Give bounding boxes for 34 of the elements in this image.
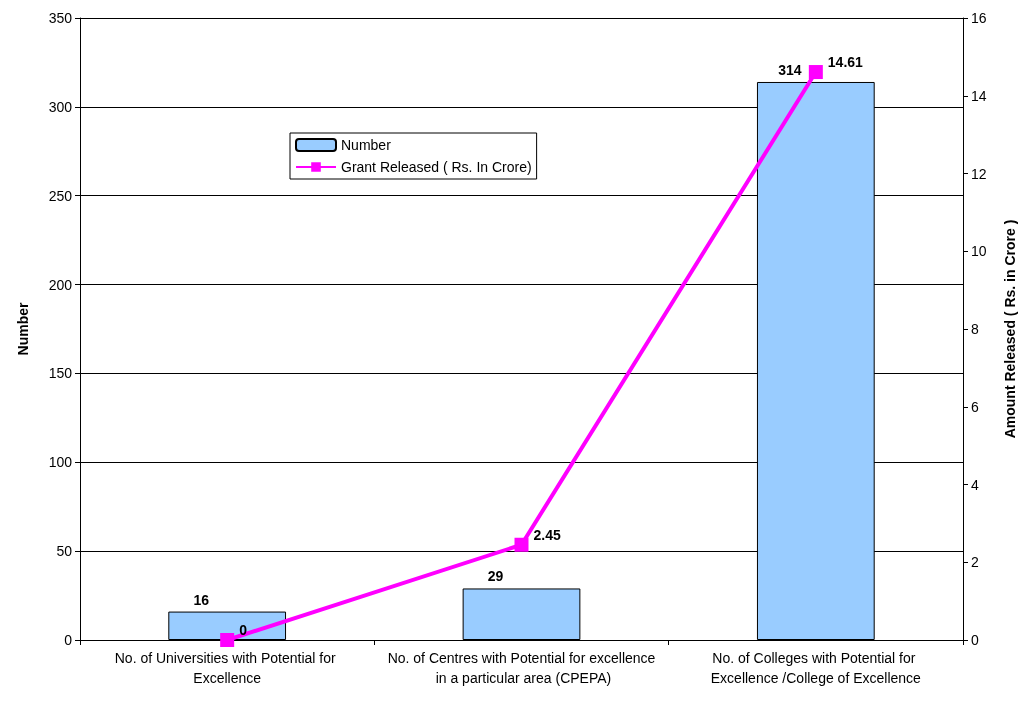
y-tick-label: 300: [48, 98, 73, 115]
data-label: 16: [193, 591, 210, 608]
y2-tick-label: 0: [971, 632, 979, 648]
x-tick-label: No. of Centres with Potential for excellence in a particular area (CPEPA): [387, 650, 656, 686]
bar: [168, 611, 287, 640]
data-label: 314: [778, 61, 802, 78]
y2-tick-label: 16: [971, 10, 987, 26]
point: [808, 65, 823, 80]
y2-tick-label: 14: [971, 87, 987, 104]
y2-tick-label: 8: [971, 321, 979, 337]
y-tick-label: 0: [64, 632, 73, 648]
y2-axis-title: Amount Released ( Rs. in Crore ): [1002, 219, 1018, 439]
y-tick-label: 200: [48, 276, 73, 293]
y2-tick-label: 4: [971, 476, 979, 493]
y-tick-label: 350: [48, 10, 73, 26]
y-tick-label: 50: [56, 543, 73, 560]
y2-tick-label: 12: [971, 165, 987, 182]
bar: [462, 588, 581, 640]
y2-tick-label: 6: [971, 398, 979, 415]
x-tick-label: No. of Colleges with Potential for Excellence /College of Excellence: [710, 650, 922, 686]
y-tick-label: 250: [48, 187, 73, 204]
y2-tick-label: 10: [971, 243, 987, 260]
y-axis-title: Number: [15, 302, 31, 356]
y2-tick-label: 2: [971, 554, 979, 571]
legend-label: Number: [341, 137, 392, 153]
x-tick-label: No. of Universities with Potential for Excellence: [114, 650, 340, 686]
y-tick-label: 150: [48, 365, 73, 382]
data-label: 29: [487, 568, 504, 585]
point: [514, 537, 529, 552]
data-label: 14.61: [827, 54, 864, 71]
data-label: 2.45: [533, 526, 561, 543]
legend-label: Grant Released ( Rs. In Crore): [341, 159, 532, 175]
point: [220, 633, 235, 647]
y-tick-label: 100: [48, 454, 73, 471]
